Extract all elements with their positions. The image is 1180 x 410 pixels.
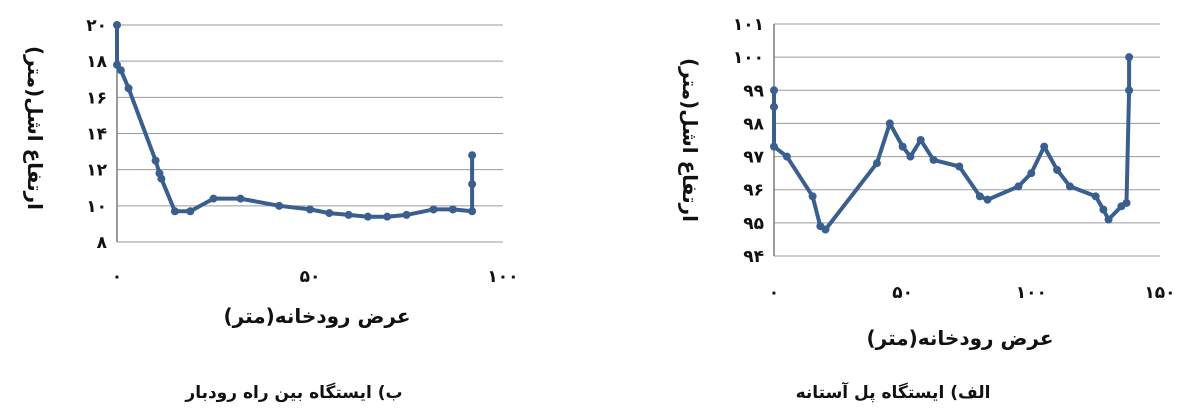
- chart-roudbar-data-point: [275, 201, 284, 210]
- chart-roudbar-data-point: [170, 207, 179, 216]
- chart-astaneh-xlabel: عرض رودخانه(متر): [866, 326, 1053, 350]
- chart-astaneh-data-point: [916, 136, 925, 144]
- chart-astaneh-data-point: [1027, 169, 1036, 178]
- chart-roudbar-data-point: [236, 194, 245, 203]
- chart-astaneh-data-point: [808, 192, 817, 201]
- chart-roudbar-data-point: [363, 212, 372, 221]
- chart-astaneh-data-point: [1104, 215, 1113, 224]
- chart-astaneh-data-point: [885, 119, 894, 128]
- chart-roudbar-data-point: [306, 205, 314, 214]
- chart-roudbar-data-point: [157, 174, 166, 183]
- chart-astaneh-xtick-label: ۰: [769, 283, 779, 303]
- chart-roudbar-xtick-label: ۱۰۰: [487, 267, 518, 287]
- chart-roudbar-data-point: [116, 66, 125, 75]
- chart-astaneh-data-point: [770, 86, 778, 95]
- chart-roudbar-data-point: [344, 210, 353, 219]
- chart-astaneh-data-point: [821, 225, 830, 234]
- chart-astaneh-data-point: [1053, 165, 1062, 174]
- chart-astaneh-ytick-label: ۹۸: [743, 114, 764, 134]
- chart-roudbar-data-point: [468, 207, 477, 216]
- chart-astaneh-ytick-label: ۱۰۰: [733, 48, 764, 68]
- chart-roudbar-ytick-label: ۸: [97, 233, 108, 253]
- chart-roudbar-xlabel: عرض رودخانه(متر): [223, 304, 410, 328]
- chart-astaneh-data-point: [1091, 192, 1100, 201]
- chart-roudbar: ۸ ۱۰ ۱۲ ۱۴ ۱۶ ۱۸ ۲۰ ۰ ۵۰ ۱۰۰: [86, 16, 518, 287]
- chart-astaneh-ytick-label: ۹۶: [743, 181, 764, 201]
- chart-astaneh-xtick-label: ۵۰: [892, 283, 913, 303]
- chart-roudbar-xtick-label: ۵۰: [300, 267, 321, 287]
- chart-roudbar-data-point: [383, 212, 392, 221]
- chart-astaneh-data-point: [1014, 182, 1023, 191]
- chart-astaneh-caption: الف) ایستگاه پل آستانه: [796, 381, 991, 403]
- chart-astaneh-series-line: [772, 55, 1132, 232]
- chart-roudbar-ytick-label: ۲۰: [86, 16, 107, 36]
- chart-astaneh-data-point: [955, 162, 964, 171]
- chart-roudbar-ytick-label: ۱۶: [86, 88, 107, 108]
- chart-astaneh-data-point: [1122, 198, 1131, 207]
- chart-astaneh-data-point: [782, 152, 791, 161]
- chart-roudbar-data-point: [124, 84, 133, 93]
- chart-astaneh-xtick-label: ۱۵۰: [1144, 283, 1175, 303]
- chart-astaneh-data-point: [983, 195, 992, 204]
- chart-roudbar-data-point: [186, 207, 195, 216]
- chart-roudbar-data-point: [429, 205, 438, 214]
- chart-roudbar-ytick-label: ۱۸: [86, 52, 107, 72]
- chart-astaneh-data-point: [770, 102, 778, 111]
- chart-roudbar-data-point: [402, 210, 411, 219]
- chart-astaneh-ytick-label: ۹۹: [743, 81, 764, 101]
- chart-astaneh-ylabel: ارتفاع اشل(متر): [678, 58, 702, 222]
- chart-roudbar-data-point: [468, 151, 477, 160]
- chart-astaneh-xtick-label: ۱۰۰: [1016, 283, 1047, 303]
- chart-astaneh-data-point: [898, 142, 907, 151]
- chart-astaneh-data-point: [1099, 205, 1108, 214]
- chart-roudbar-caption: ب) ایستگاه بین راه رودبار: [184, 382, 402, 403]
- chart-astaneh-data-point: [906, 152, 915, 161]
- chart-roudbar-data-point: [113, 21, 121, 29]
- chart-astaneh-ytick-label: ۱۰۱: [733, 15, 764, 35]
- chart-astaneh-data-point: [1040, 142, 1049, 151]
- chart-astaneh-data-point: [872, 159, 881, 168]
- chart-astaneh-ytick-label: ۹۵: [743, 214, 764, 234]
- chart-astaneh: ۹۴ ۹۵ ۹۶ ۹۷ ۹۸ ۹۹ ۱۰۰ ۱۰۱ ۰ ۵۰ ۱۰۰ ۱۵۰: [733, 15, 1176, 303]
- chart-roudbar-data-point: [325, 209, 334, 218]
- chart-roudbar-ytick-label: ۱۰: [86, 197, 107, 217]
- chart-astaneh-data-point: [1065, 182, 1074, 191]
- chart-astaneh-data-point: [975, 192, 984, 201]
- chart-astaneh-data-point: [1125, 53, 1134, 62]
- chart-roudbar-ylabel: ارتفاع اشل(متر): [23, 46, 47, 210]
- chart-roudbar-xtick-label: ۰: [112, 267, 122, 287]
- chart-roudbar-data-point: [448, 205, 457, 214]
- chart-astaneh-data-point: [1125, 86, 1134, 95]
- chart-roudbar-ytick-label: ۱۲: [86, 161, 107, 181]
- chart-roudbar-data-point: [151, 156, 160, 165]
- chart-roudbar-series-line: [115, 23, 475, 219]
- chart-roudbar-data-point: [468, 180, 477, 189]
- chart-roudbar-data-point: [209, 194, 218, 203]
- chart-astaneh-ytick-label: ۹۴: [743, 247, 764, 267]
- chart-astaneh-data-point: [929, 155, 938, 164]
- chart-astaneh-ytick-label: ۹۷: [743, 148, 764, 168]
- chart-astaneh-data-point: [770, 142, 778, 151]
- chart-roudbar-ytick-label: ۱۴: [86, 125, 107, 145]
